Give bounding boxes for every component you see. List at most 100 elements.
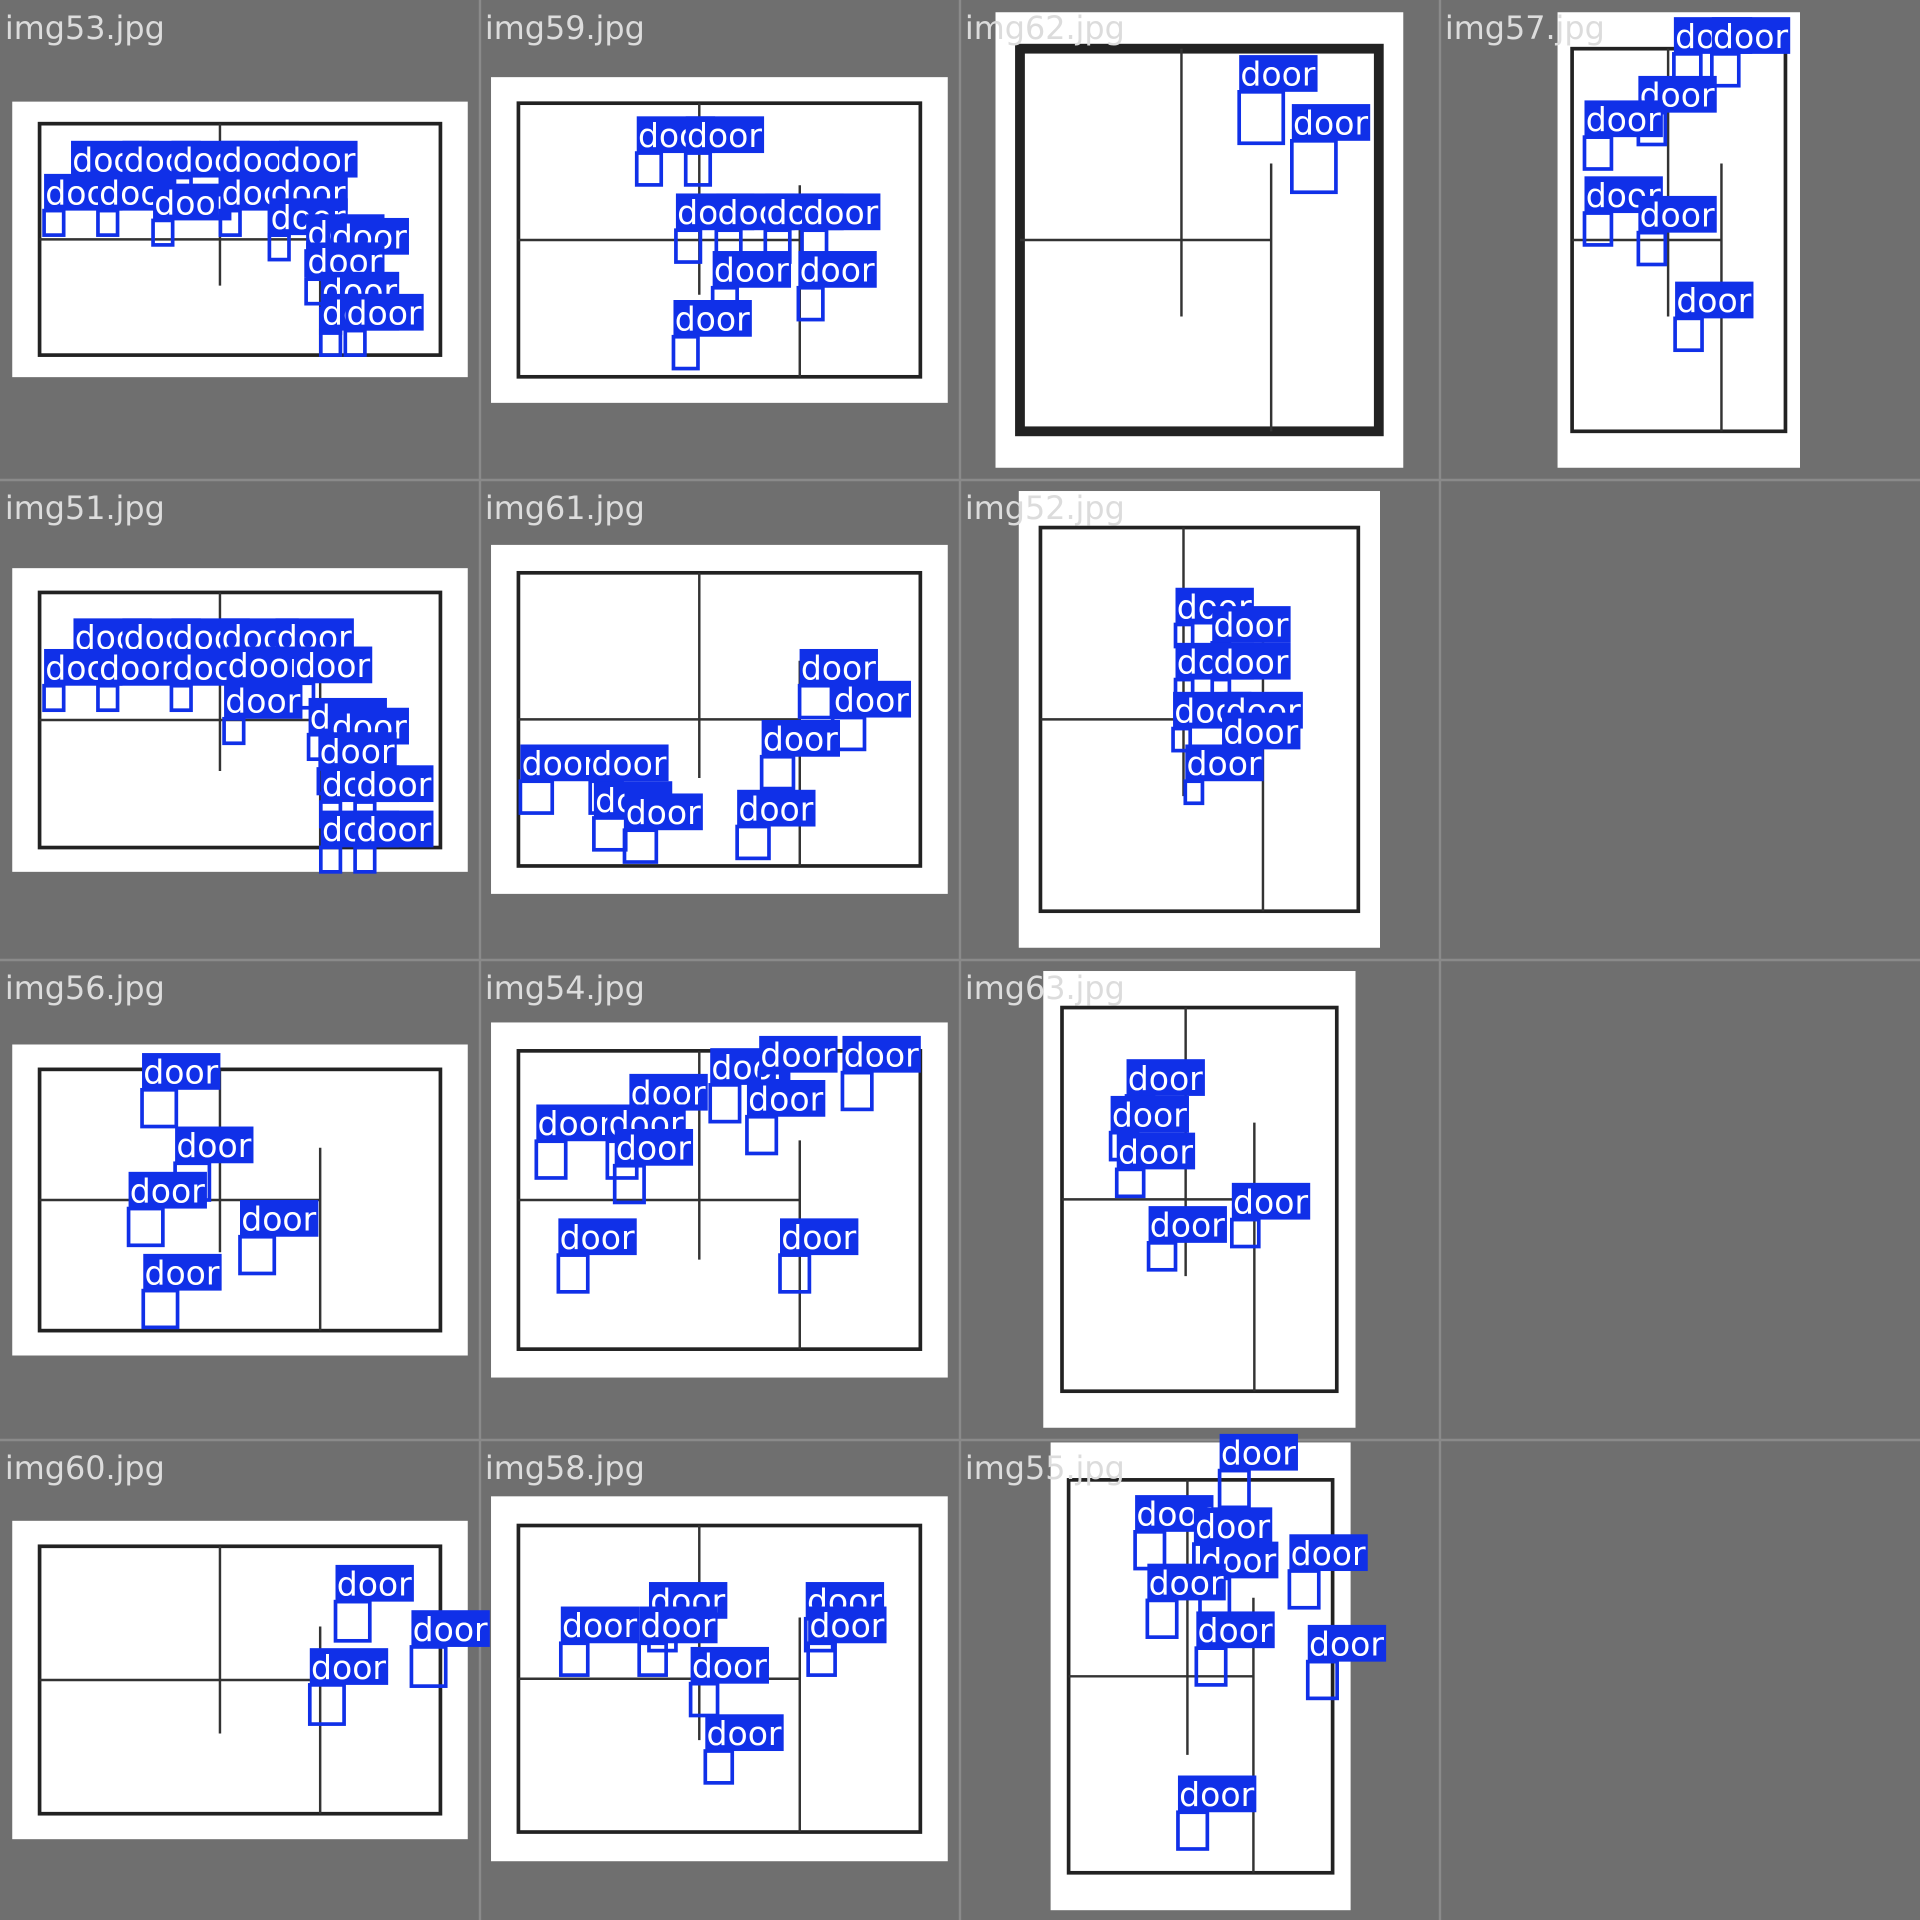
label-background (1711, 17, 1791, 54)
label-background (411, 1610, 490, 1647)
detection-label: door (640, 1606, 715, 1645)
detection-box (745, 1114, 779, 1156)
detection-label: door (154, 183, 229, 222)
detection-label: door (538, 1104, 613, 1143)
label-background (780, 1218, 859, 1256)
detection-label: door (760, 1036, 835, 1075)
detection-label: door (1291, 1534, 1366, 1573)
label-background (175, 1126, 254, 1164)
detection-label: door (320, 732, 395, 771)
detection-label: door (675, 300, 750, 339)
detection-label: door (803, 193, 878, 232)
filename: img63.jpg (965, 969, 1125, 1007)
label-background (318, 732, 397, 769)
detection-label: door (1240, 55, 1315, 94)
tile: door door door door door img56.jpg (5, 969, 468, 1356)
label-background (1147, 1563, 1226, 1601)
detection-label: door (1233, 1182, 1308, 1221)
detection-label: door (692, 1647, 767, 1686)
detection-label: door (763, 720, 838, 759)
detection-label: door (1676, 281, 1751, 320)
label-background (1584, 100, 1663, 138)
label-background (1231, 1182, 1311, 1220)
label-background (153, 183, 232, 221)
tile: doordoordoordoordoordoordoordoordoorimg5… (485, 9, 948, 403)
label-background (590, 744, 669, 782)
detection-label: door (748, 1080, 823, 1119)
detection-label: door (1179, 1775, 1254, 1814)
label-background (799, 648, 878, 686)
label-background (309, 1648, 389, 1685)
detection-label: door (280, 140, 355, 179)
detection-label: door (176, 1126, 251, 1165)
detection-label: door (1713, 17, 1788, 56)
label-background (1177, 1775, 1257, 1813)
tile: doordoordoordoordoordoordoordoorimg52.jp… (965, 489, 1380, 948)
detection-label: door (413, 1610, 488, 1649)
label-background (226, 646, 305, 684)
tile: doordoordoordoordoordoordoordoordoordoor… (5, 9, 468, 378)
detection-label: door (522, 744, 597, 783)
detection-label: door (1128, 1059, 1203, 1098)
filename: img60.jpg (5, 1449, 165, 1487)
filename: img51.jpg (5, 489, 165, 527)
filename: img56.jpg (5, 969, 165, 1007)
label-background (802, 193, 881, 231)
label-background (520, 744, 599, 782)
detection-label: door (844, 1036, 919, 1075)
detection-label: door (1213, 606, 1288, 645)
detection-label: door (834, 680, 909, 719)
label-background (240, 1200, 319, 1237)
detection-label: door (1118, 1132, 1193, 1171)
filename: img61.jpg (485, 489, 645, 527)
detection-label: door (738, 789, 813, 828)
label-background (759, 1035, 838, 1073)
detection-label: door (1586, 100, 1661, 139)
label-background (1212, 642, 1291, 680)
detection-label: door (99, 649, 174, 688)
filename: img57.jpg (1445, 9, 1605, 47)
label-background (1219, 1433, 1298, 1471)
label-background (842, 1035, 921, 1073)
filename: img54.jpg (485, 969, 645, 1007)
label-background (143, 1253, 222, 1291)
label-background (1289, 1534, 1368, 1572)
tile: doordoordoordoordoordoordoorimg57.jpg (1445, 9, 1800, 468)
tile: doordoordoordoordoordoordoordoorimg61.jp… (485, 489, 948, 894)
label-background (614, 1128, 694, 1166)
detection-label: door (228, 646, 303, 685)
detection-label: door (347, 293, 422, 332)
label-background (1291, 104, 1371, 141)
detection-label: door (781, 1218, 856, 1257)
detection-label: door (241, 1200, 316, 1239)
label-background (1185, 744, 1264, 782)
label-background (1675, 281, 1754, 319)
label-background (808, 1606, 887, 1644)
label-background (536, 1104, 615, 1142)
label-background (712, 251, 792, 288)
label-background (128, 1171, 207, 1209)
label-background (293, 646, 373, 684)
filename: img62.jpg (965, 9, 1125, 47)
detection-label: door (144, 1253, 219, 1292)
label-background (142, 1053, 221, 1090)
detection-label: door (714, 251, 789, 290)
label-background (1116, 1132, 1196, 1170)
detection-label: door (687, 116, 762, 155)
label-background (673, 300, 752, 337)
detection-label: door (295, 646, 370, 685)
label-background (624, 793, 703, 831)
label-background (746, 1080, 826, 1117)
label-background (558, 1218, 637, 1256)
detection-label: door (356, 765, 431, 804)
detection-label: door (1640, 196, 1715, 235)
label-background (1110, 1095, 1189, 1133)
detection-label: door (143, 1053, 218, 1092)
detection-label: door (616, 1129, 691, 1168)
label-background (685, 116, 765, 154)
label-background (1638, 195, 1717, 233)
